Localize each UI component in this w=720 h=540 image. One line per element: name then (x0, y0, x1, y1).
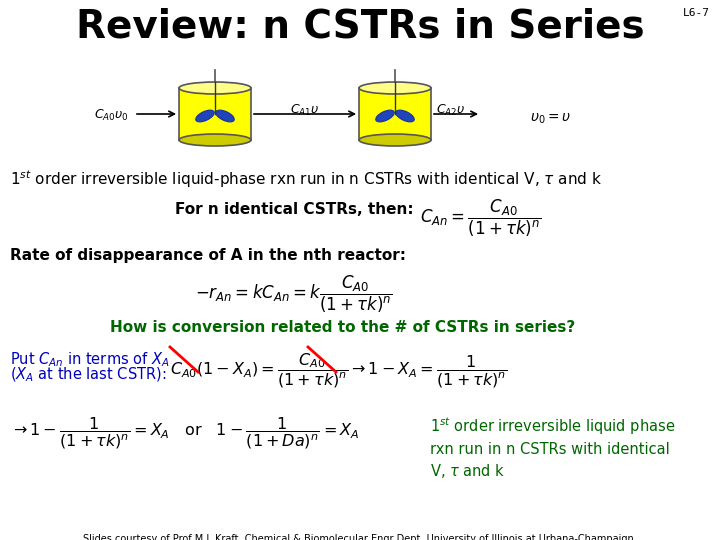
Text: $C_{A0}\upsilon_0$: $C_{A0}\upsilon_0$ (94, 108, 129, 123)
Ellipse shape (179, 134, 251, 146)
Ellipse shape (216, 110, 234, 122)
Ellipse shape (376, 110, 395, 122)
Text: 1$^{st}$ order irreversible liquid-phase rxn run in n CSTRs with identical V, $\: 1$^{st}$ order irreversible liquid-phase… (10, 168, 602, 190)
Text: For n identical CSTRs, then:: For n identical CSTRs, then: (175, 202, 413, 217)
Text: ($X_A$ at the last CSTR):: ($X_A$ at the last CSTR): (10, 366, 166, 384)
Ellipse shape (359, 82, 431, 94)
Text: $\rightarrow 1-\dfrac{1}{(1+\tau k)^n} = X_A$   or   $1-\dfrac{1}{(1+Da)^n} = X_: $\rightarrow 1-\dfrac{1}{(1+\tau k)^n} =… (10, 415, 359, 450)
Bar (179, 88, 251, 140)
Text: $C_{A2}\upsilon$: $C_{A2}\upsilon$ (436, 103, 465, 118)
Text: 1$^{st}$ order irreversible liquid phase
rxn run in n CSTRs with identical
V, $\: 1$^{st}$ order irreversible liquid phase… (430, 415, 675, 480)
Text: Slides courtesy of Prof M L Kraft, Chemical & Biomolecular Engr Dept, University: Slides courtesy of Prof M L Kraft, Chemi… (83, 534, 637, 540)
Ellipse shape (196, 110, 215, 122)
Ellipse shape (179, 82, 251, 94)
Text: $-r_{An} = kC_{An} = k\dfrac{C_{A0}}{(1+\tau k)^n}$: $-r_{An} = kC_{An} = k\dfrac{C_{A0}}{(1+… (195, 274, 393, 315)
Text: L6-7: L6-7 (683, 8, 710, 18)
Bar (359, 88, 431, 140)
Text: Rate of disappearance of A in the nth reactor:: Rate of disappearance of A in the nth re… (10, 248, 406, 263)
Text: Review: n CSTRs in Series: Review: n CSTRs in Series (76, 8, 644, 46)
Ellipse shape (396, 110, 414, 122)
Text: $C_{A1}\upsilon$: $C_{A1}\upsilon$ (290, 103, 320, 118)
Text: How is conversion related to the # of CSTRs in series?: How is conversion related to the # of CS… (110, 320, 575, 335)
Ellipse shape (359, 134, 431, 146)
Text: $\upsilon_0 = \upsilon$: $\upsilon_0 = \upsilon$ (530, 112, 571, 126)
Text: $\mathit{C}_{A0}(1-X_A) = \dfrac{\mathit{C}_{A0}}{(1+\tau k)^n} \rightarrow 1-X_: $\mathit{C}_{A0}(1-X_A) = \dfrac{\mathit… (170, 352, 508, 390)
Text: Put $C_{An}$ in terms of $X_A$: Put $C_{An}$ in terms of $X_A$ (10, 350, 170, 369)
Text: $C_{An} = \dfrac{C_{A0}}{(1+\tau k)^n}$: $C_{An} = \dfrac{C_{A0}}{(1+\tau k)^n}$ (420, 198, 541, 239)
